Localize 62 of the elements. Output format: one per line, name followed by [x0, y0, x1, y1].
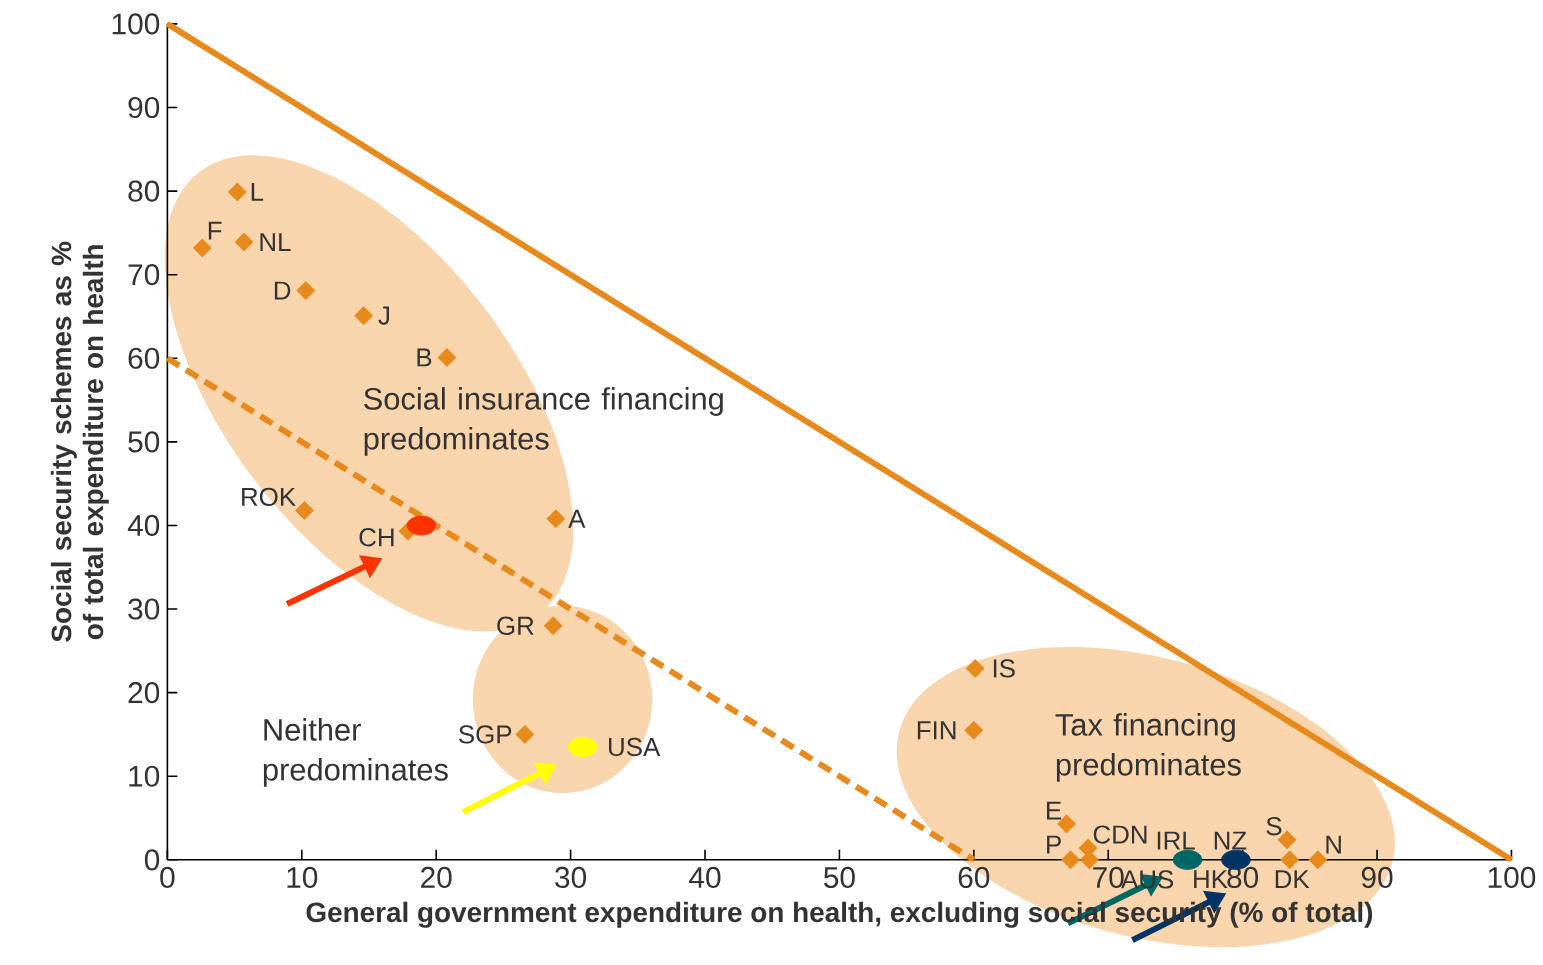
point	[227, 182, 247, 202]
y-tick-label: 10	[129, 765, 160, 787]
y-tick-label: 30	[128, 598, 160, 620]
point	[192, 238, 212, 258]
y-tick-label: 80	[128, 180, 160, 202]
point	[965, 658, 985, 678]
point	[515, 724, 535, 744]
y-tick-label: 90	[128, 96, 160, 118]
y-tick-label: 100	[112, 13, 160, 35]
annotation: Tax financing predominates	[1055, 712, 1241, 782]
annotation: S	[1266, 816, 1282, 836]
y-tick-label: 60	[128, 347, 160, 369]
point	[295, 500, 314, 520]
annotation: CH	[359, 527, 394, 547]
point	[1308, 850, 1328, 870]
x-tick-label: 90	[1361, 866, 1393, 888]
annotation: A	[568, 509, 586, 528]
annotation: F	[208, 221, 222, 240]
annotation: N	[1326, 835, 1341, 854]
annotation: GR	[497, 616, 534, 635]
x-tick-label: 20	[421, 866, 452, 888]
y-tick-label: 0	[144, 849, 160, 871]
annotation: L	[251, 182, 264, 201]
point	[543, 616, 563, 635]
x-tick-label: 40	[689, 866, 721, 888]
annotation: FIN	[917, 721, 956, 739]
point	[964, 720, 984, 740]
annotation: Neither predominates	[263, 717, 448, 787]
point	[1280, 850, 1300, 870]
x-tick-label: 50	[823, 866, 855, 888]
annotation: P	[1047, 835, 1061, 854]
annotation: E	[1047, 801, 1062, 820]
annotation: USA	[609, 737, 661, 756]
y-tick-label: 50	[128, 431, 160, 453]
annotation: HK	[1194, 869, 1228, 888]
annotation: DK	[1275, 869, 1310, 888]
x-tick-label: 100	[1488, 866, 1536, 888]
point	[437, 347, 457, 367]
annotation: IRL	[1157, 831, 1195, 850]
annotation: Social insurance financing predominates	[364, 386, 723, 456]
annotation: CDN	[1093, 825, 1147, 844]
x-tick-label: 60	[958, 866, 990, 888]
x-tick-label: 0	[160, 866, 175, 888]
annotation: J	[378, 306, 389, 325]
y-tick-label: 40	[127, 514, 160, 536]
point	[354, 306, 374, 325]
annotation: SGP	[459, 725, 512, 744]
y-tick-label: 70	[128, 263, 160, 286]
point	[1061, 850, 1081, 870]
y-axis-title: Social security schemes as % of total expenditure on health	[50, 241, 109, 642]
x-tick-label: 30	[555, 866, 587, 888]
annotation: IS	[993, 659, 1015, 678]
point	[234, 232, 254, 252]
point	[296, 280, 316, 300]
annotation: NL	[260, 232, 291, 251]
annotation: B	[417, 348, 432, 367]
annotation: ROK	[242, 487, 296, 506]
annotation: D	[274, 281, 291, 300]
point	[546, 509, 566, 528]
x-tick-label: 10	[287, 866, 318, 888]
y-tick-label: 20	[128, 681, 160, 703]
annotation: NZ	[1214, 831, 1247, 850]
